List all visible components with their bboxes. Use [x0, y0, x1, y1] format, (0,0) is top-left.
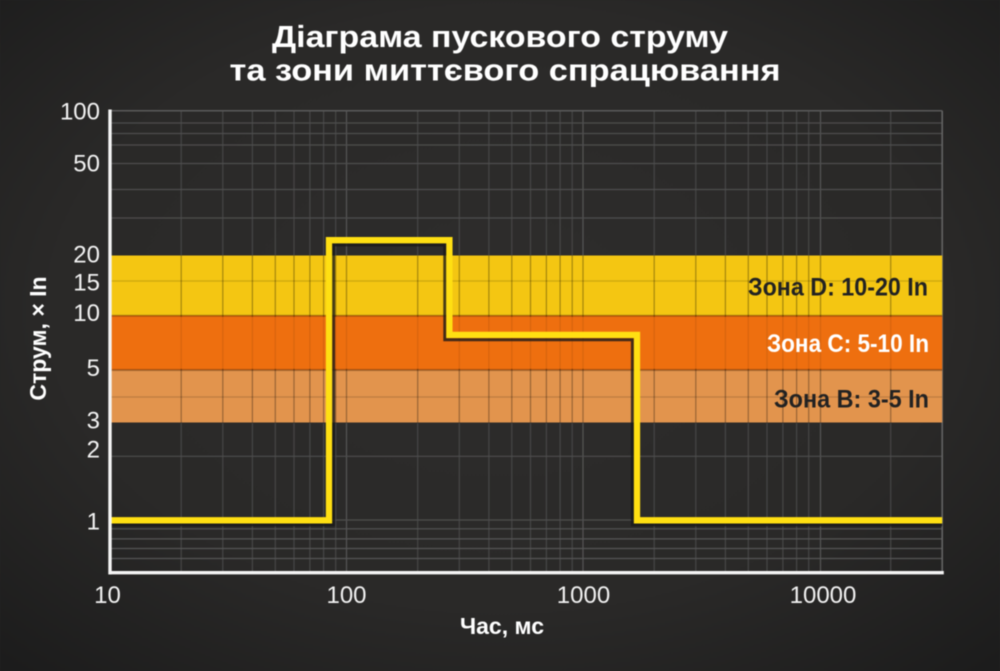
svg-text:10: 10	[94, 582, 121, 609]
svg-text:Зона D: 10-20 In: Зона D: 10-20 In	[748, 274, 928, 302]
svg-text:та зони миттєвого спрацювання: та зони миттєвого спрацювання	[230, 54, 781, 88]
svg-text:Діаграма пускового струму: Діаграма пускового струму	[272, 20, 728, 54]
svg-text:2: 2	[87, 437, 100, 464]
svg-text:100: 100	[60, 99, 100, 126]
svg-text:1000: 1000	[557, 582, 610, 609]
svg-text:5: 5	[87, 355, 100, 382]
svg-text:Час, мс: Час, мс	[460, 613, 544, 639]
svg-text:100: 100	[326, 582, 366, 609]
svg-text:10000: 10000	[790, 582, 857, 609]
svg-text:Зона C: 5-10 In: Зона C: 5-10 In	[767, 330, 929, 358]
svg-text:10: 10	[73, 300, 100, 327]
svg-text:15: 15	[73, 270, 100, 297]
svg-text:1: 1	[87, 509, 100, 536]
svg-text:20: 20	[73, 242, 100, 269]
svg-text:Зона B: 3-5 In: Зона B: 3-5 In	[774, 386, 929, 414]
svg-text:3: 3	[87, 408, 100, 435]
svg-text:50: 50	[73, 151, 100, 178]
svg-text:Струм, × In: Струм, × In	[25, 276, 51, 400]
